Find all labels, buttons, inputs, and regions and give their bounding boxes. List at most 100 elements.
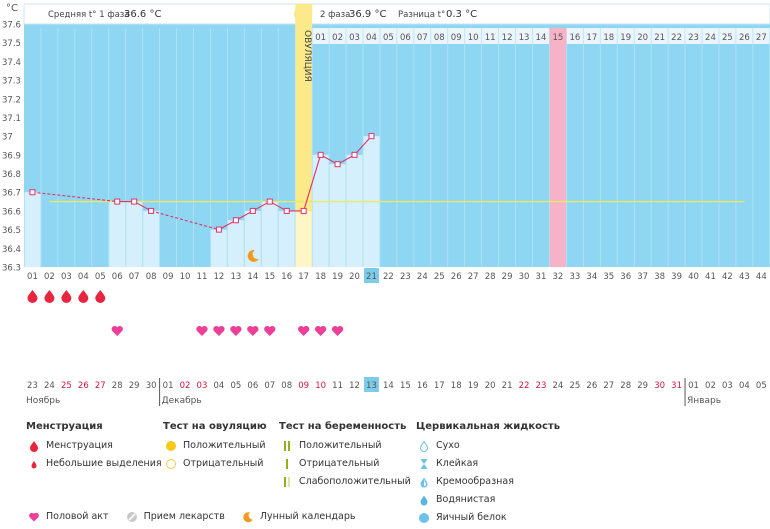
legend-ovulation-negative-label: Отрицательный xyxy=(183,458,264,469)
legend-bottom-row: Половой акт Прием лекарств Лунный календ… xyxy=(26,510,367,526)
pill-icon xyxy=(126,512,137,522)
hourglass-icon xyxy=(421,459,427,469)
date-label: 22 xyxy=(519,381,530,391)
phase2-day-label: 26 xyxy=(739,33,750,43)
cycle-day-label: 23 xyxy=(400,272,411,282)
cycle-day-label: 33 xyxy=(569,272,580,282)
phase2-day-label: 07 xyxy=(417,33,428,43)
phase2-day-label: 02 xyxy=(332,33,343,43)
legend-cervical-watery-label: Водянистая xyxy=(436,494,496,505)
phase2-day-label: 08 xyxy=(434,33,445,43)
legend-cervical-creamy-item[interactable]: Кремообразная xyxy=(416,475,560,493)
legend-intercourse-label: Половой акт xyxy=(46,511,109,522)
legend-cervical-dry-item[interactable]: Сухо xyxy=(416,439,560,457)
phase2-day-label: 18 xyxy=(603,33,614,43)
date-label: 20 xyxy=(485,381,496,391)
date-label: 24 xyxy=(44,381,55,391)
day-symbols xyxy=(27,290,344,336)
date-label: 13 xyxy=(366,381,377,391)
temperature-bar xyxy=(346,154,363,267)
legend-cervical-dry-label: Сухо xyxy=(436,440,460,451)
cycle-day-label: 09 xyxy=(163,272,174,282)
y-tick-label: 37.4 xyxy=(2,58,21,68)
y-tick-label: 36.9 xyxy=(2,151,21,161)
empty-circle-icon xyxy=(165,458,177,470)
date-label: 10 xyxy=(315,381,326,391)
cycle-day-label: 31 xyxy=(536,272,547,282)
date-label: 02 xyxy=(180,381,191,391)
heart-icon xyxy=(230,325,242,336)
legend-ovulation-negative-item[interactable]: Отрицательный xyxy=(163,457,267,475)
temperature-points xyxy=(29,133,375,262)
legend-pregnancy-negative-item[interactable]: Отрицательный xyxy=(279,457,411,475)
single-stripe-icon xyxy=(286,459,288,469)
month-label: Ноябрь xyxy=(26,396,60,406)
legend-pregnancy-weak-item[interactable]: Слабоположительный xyxy=(279,475,411,493)
date-label: 09 xyxy=(298,381,309,391)
legend-menstruation-item[interactable]: Менструация xyxy=(26,439,162,457)
heart-icon xyxy=(111,325,123,336)
cycle-day-label: 11 xyxy=(197,272,208,282)
filled-circle-icon xyxy=(166,441,176,451)
menstruation-drop-icon xyxy=(27,290,38,303)
date-label: 16 xyxy=(417,381,428,391)
phase2-day-row xyxy=(310,28,770,44)
symbol-area xyxy=(24,284,770,376)
cycle-day-label: 29 xyxy=(502,272,513,282)
cycle-day-label: 39 xyxy=(671,272,682,282)
date-label: 03 xyxy=(197,381,208,391)
phase1-label: Средняя t° 1 фаза xyxy=(48,10,130,20)
temperature-point xyxy=(317,151,324,158)
cycle-day-label: 37 xyxy=(637,272,648,282)
temperature-bar xyxy=(24,192,41,267)
legend-intercourse-item[interactable]: Половой акт xyxy=(26,510,109,528)
temperature-bar xyxy=(261,201,278,267)
cycle-day-label: 01 xyxy=(27,272,38,282)
moon-icon xyxy=(247,249,259,262)
date-label: 07 xyxy=(264,381,275,391)
menstruation-drop-icon xyxy=(61,290,72,303)
legend-moon-calendar-item[interactable]: Лунный календарь xyxy=(240,510,355,528)
phase2-day-labels: 01 02 03 04 05 06 07 08 09 10 11 12 13 14 15 16 17 18 19 20… xyxy=(315,28,767,44)
cycle-day-label: 12 xyxy=(214,272,225,282)
ovulation-marker: ОВУЛЯЦИЯ xyxy=(302,30,312,82)
cycle-day-label: 42 xyxy=(722,272,733,282)
legend-medication-item[interactable]: Прием лекарств xyxy=(124,510,225,528)
y-tick-label: 37.5 xyxy=(2,39,21,49)
legend-menstruation-title: Менструация xyxy=(26,421,103,432)
legend: Менструация Менструация Небольшие выделе… xyxy=(0,421,770,525)
legend-pregnancy-positive-item[interactable]: Положительный xyxy=(279,439,411,457)
legend-spotting-item[interactable]: Небольшие выделения xyxy=(26,457,162,475)
date-label: 04 xyxy=(214,381,225,391)
legend-cervical-eggwhite-item[interactable]: Яичный белок xyxy=(416,511,560,529)
cycle-day-label: 32 xyxy=(553,272,564,282)
legend-ovulation-positive-item[interactable]: Положительный xyxy=(163,439,267,457)
date-label: 30 xyxy=(654,381,665,391)
temperature-bar xyxy=(143,210,160,267)
legend-ovulation-positive-label: Положительный xyxy=(183,440,266,451)
legend-cervical-watery-item[interactable]: Водянистая xyxy=(416,493,560,511)
temperature-point xyxy=(266,198,273,205)
cycle-day-label: 05 xyxy=(95,272,106,282)
cycle-day-label: 19 xyxy=(332,272,343,282)
date-label: 26 xyxy=(586,381,597,391)
temperature-bar xyxy=(210,229,227,267)
phase2-day-label: 23 xyxy=(688,33,699,43)
phase2-day-label: 14 xyxy=(536,33,547,43)
highlighted-day-column xyxy=(549,28,567,267)
phase2-day-label: 05 xyxy=(383,33,394,43)
phase2-day-label: 13 xyxy=(519,33,530,43)
temperature-point xyxy=(300,207,307,214)
menstruation-drop-icon xyxy=(44,290,55,303)
date-label: 28 xyxy=(112,381,123,391)
date-label: 11 xyxy=(332,381,343,391)
temperature-segment xyxy=(354,135,372,156)
legend-pregnancy-positive-label: Положительный xyxy=(299,440,382,451)
legend-cervical-sticky-item[interactable]: Клейкая xyxy=(416,457,560,475)
date-label: 14 xyxy=(383,381,394,391)
heart-icon xyxy=(29,512,39,522)
date-label: 05 xyxy=(756,381,767,391)
temperature-point xyxy=(131,198,138,205)
cycle-day-labels: 01 02 03 04 05 06 07 08 09 10 11 12 13 14 15 16 17 18 19 20… xyxy=(27,268,767,283)
temperature-point xyxy=(368,133,375,140)
